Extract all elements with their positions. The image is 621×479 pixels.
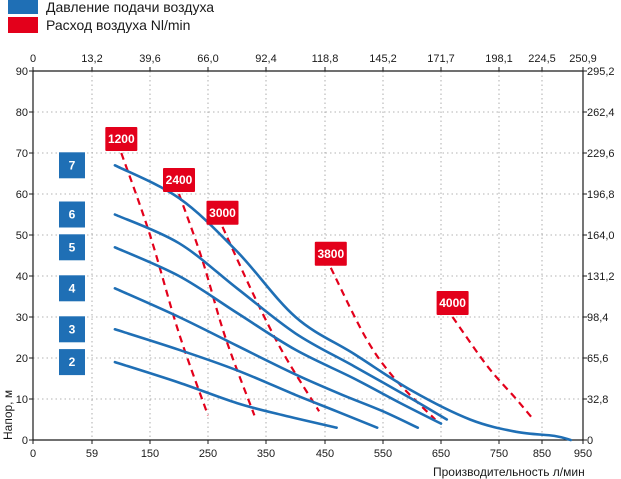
pressure-curve [113,328,379,429]
pressure-curve [113,213,449,421]
y2-tick-label: 131,2 [587,271,615,283]
x2-tick-label: 0 [30,53,36,65]
y2-tick-label: 65,6 [587,353,608,365]
pressure-curve [113,246,443,425]
pressure-label: 6 [69,208,76,222]
y-tick-label: 0 [22,435,28,447]
x-tick-label: 650 [432,448,450,460]
y-tick-label: 50 [16,230,28,242]
y-tick-label: 10 [16,394,28,406]
pressure-curve [113,164,572,442]
x2-tick-label: 171,7 [427,53,455,65]
x2-tick-label: 145,2 [369,53,397,65]
airflow-curve [177,193,256,416]
x-tick-label: 950 [574,448,592,460]
x2-tick-label: 118,8 [312,53,339,65]
pressure-label: 5 [69,240,76,254]
x2-tick-label: 13,2 [81,53,102,65]
x-tick-label: 59 [86,448,98,460]
airflow-label: 3800 [317,247,344,261]
pressure-curve [113,287,420,429]
y2-tick-label: 229,6 [587,148,615,160]
airflow-label-box [105,127,138,151]
x-axis-title: Производительность л/мин [433,465,585,479]
airflow-label-box [436,291,469,315]
airflow-curve [451,316,535,421]
x2-tick-label: 198,1 [485,53,513,65]
y-tick-label: 20 [16,353,28,365]
grid [33,70,583,440]
legend-swatch-airflow [8,17,38,33]
x-tick-label: 350 [257,448,275,460]
y-tick-label: 40 [16,271,28,283]
x-tick-label: 750 [490,448,508,460]
y-axis-title: Напор, м [1,390,15,440]
y2-tick-label: 295,2 [587,66,615,78]
pressure-label: 3 [69,322,76,336]
x-tick-label: 250 [199,448,217,460]
pressure-label-box [59,152,85,179]
legend-label-airflow: Расход воздуха Nl/min [46,17,190,33]
airflow-label-box [206,200,239,225]
airflow-label: 1200 [108,132,135,146]
x-tick-label: 450 [316,448,334,460]
y2-tick-label: 98,4 [587,312,608,324]
x2-tick-label: 92,4 [255,53,276,65]
pressure-label: 2 [69,355,76,369]
legend-label-pressure: Давление подачи воздуха [46,0,214,15]
axes [29,67,587,444]
x-tick-label: 0 [30,448,36,460]
x-tick-label: 850 [533,448,551,460]
airflow-label-box [314,241,347,266]
y-tick-label: 60 [16,189,28,201]
x2-tick-label: 250,9 [569,53,597,65]
pressure-label-box [59,349,85,376]
x2-tick-label: 66,0 [197,53,218,65]
pressure-label: 7 [69,158,76,172]
pressure-curve [113,360,338,429]
airflow-curve [221,226,321,412]
y2-tick-label: 262,4 [587,107,615,119]
pressure-label-box [59,201,85,228]
y-tick-label: 70 [16,148,28,160]
y2-tick-label: 32,8 [587,394,608,406]
legend: Давление подачи воздуха Расход воздуха N… [8,0,214,33]
pressure-label-box [59,316,85,343]
pressure-curves [113,164,572,442]
airflow-label: 2400 [166,173,193,187]
pressure-label-box [59,234,85,261]
curve-labels: 1200 2400 3000 3800 4000 2 3 4 5 6 7 [59,127,469,376]
airflow-label: 4000 [439,296,466,310]
pressure-label: 4 [69,281,76,295]
y2-tick-label: 196,8 [587,189,615,201]
x2-tick-label: 224,5 [528,53,556,65]
x-tick-label: 150 [141,448,159,460]
y2-tick-label: 164,0 [587,230,615,242]
y-tick-label: 80 [16,107,28,119]
airflow-label: 3000 [209,206,236,220]
y-tick-label: 90 [16,66,28,78]
legend-swatch-pressure [8,0,38,14]
x-tick-label: 550 [374,448,392,460]
airflow-curves [120,152,535,421]
x2-tick-label: 39,6 [139,53,160,65]
airflow-label-box [163,168,195,192]
pressure-label-box [59,275,85,302]
airflow-curve [120,152,210,416]
y2-tick-label: 0 [587,435,593,447]
y-tick-label: 30 [16,312,28,324]
